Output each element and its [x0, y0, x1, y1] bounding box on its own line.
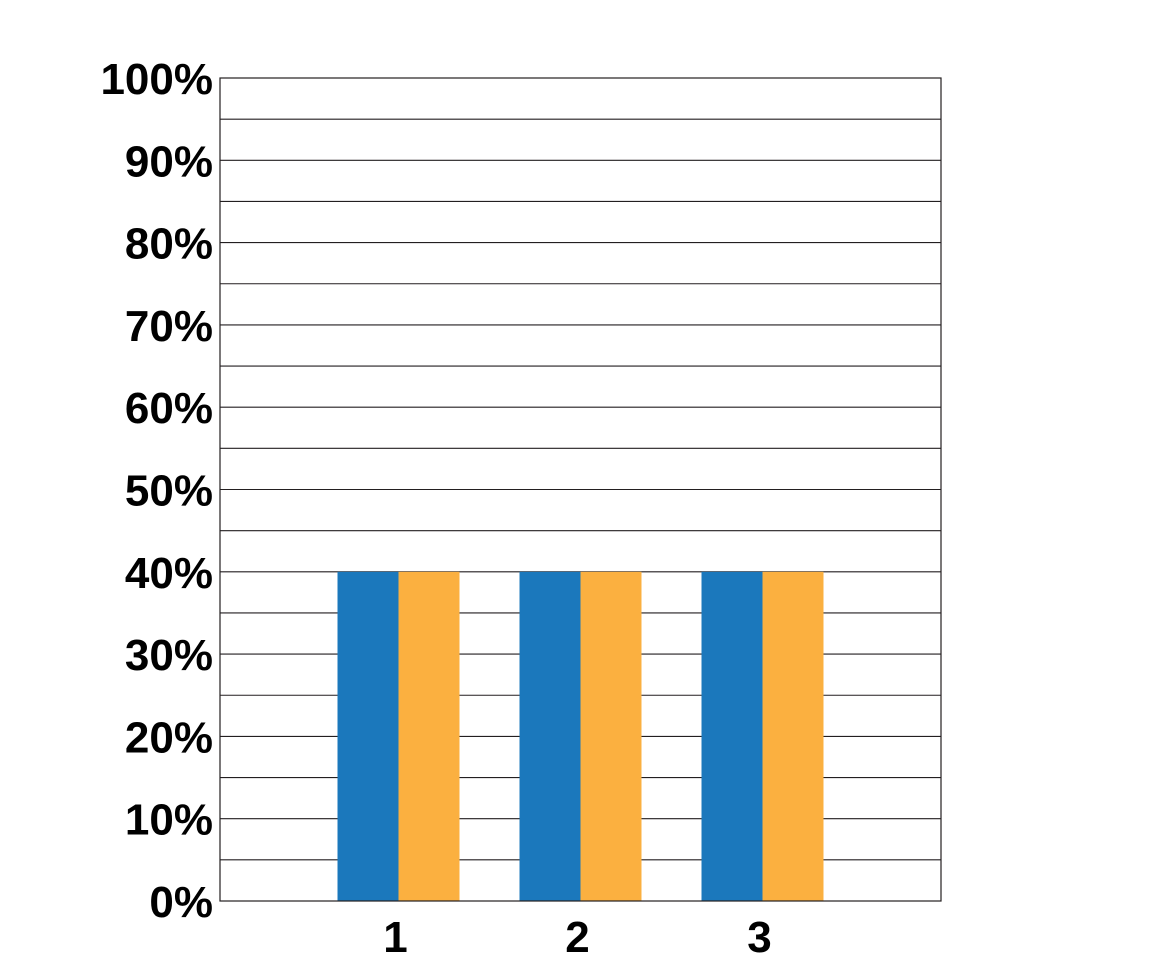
y-tick-label: 50%	[125, 467, 213, 516]
bars	[337, 571, 824, 901]
bar-category-3-series-1	[701, 571, 763, 901]
y-tick-label: 100%	[100, 55, 213, 104]
y-tick-label: 30%	[125, 631, 213, 680]
x-category-label: 1	[383, 913, 407, 962]
bar-category-1-series-2	[398, 571, 460, 901]
x-category-label: 2	[565, 913, 589, 962]
bar-category-2-series-2	[580, 571, 642, 901]
x-category-label: 3	[747, 913, 771, 962]
bar-category-1-series-1	[337, 571, 399, 901]
y-tick-label: 10%	[125, 796, 213, 845]
y-tick-label: 0%	[149, 878, 213, 927]
y-tick-label: 90%	[125, 137, 213, 186]
bar-category-2-series-1	[519, 571, 581, 901]
bar-category-3-series-2	[762, 571, 824, 901]
y-tick-label: 20%	[125, 713, 213, 762]
x-axis-category-labels: 1 2 3	[383, 913, 771, 962]
y-tick-label: 60%	[125, 384, 213, 433]
plot-frame	[219, 77, 942, 902]
y-tick-label: 70%	[125, 302, 213, 351]
y-tick-label: 80%	[125, 220, 213, 269]
y-axis-tick-labels: 0% 10% 20% 30% 40% 50% 60% 70% 80% 90% 100%	[100, 55, 213, 927]
y-tick-label: 40%	[125, 549, 213, 598]
